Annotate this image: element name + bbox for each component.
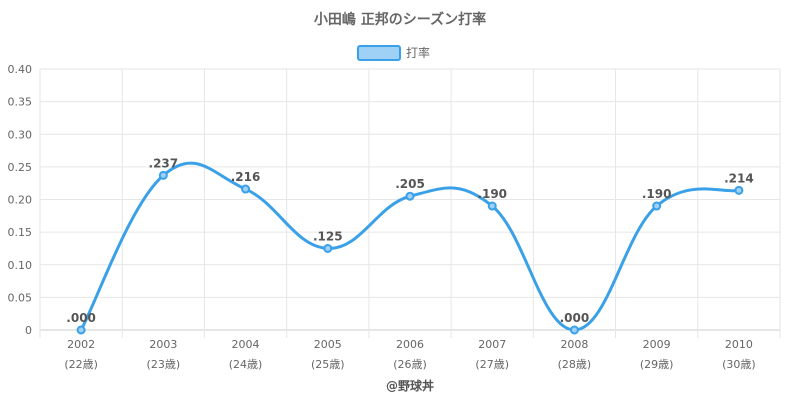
y-tick-label: 0.15: [8, 226, 33, 239]
grid: [39, 68, 781, 338]
data-points: [76, 170, 744, 335]
y-tick-label: 0.30: [8, 128, 33, 141]
data-label: .190: [477, 187, 507, 201]
x-tick-label: 2008: [560, 338, 588, 351]
y-tick-label: 0.05: [8, 291, 33, 304]
legend-label: 打率: [406, 45, 430, 60]
x-axis: 2002 (22歳) 2003 (23歳) 2004 (24歳) 2005 (25歳) 2006…: [64, 338, 755, 371]
x-tick-sublabel: (26歳): [393, 358, 427, 371]
data-point: [487, 201, 497, 211]
x-tick-label: 2007: [478, 338, 506, 351]
data-label: .000: [560, 311, 590, 325]
x-tick-label: 2002: [67, 338, 95, 351]
y-tick-label: 0.25: [8, 161, 33, 174]
chart-title: 小田嶋 正邦のシーズン打率: [314, 11, 486, 28]
x-tick-label: 2010: [725, 338, 753, 351]
x-tick-label: 2006: [396, 338, 424, 351]
x-tick-sublabel: (23歳): [147, 358, 181, 371]
data-label: .205: [395, 177, 425, 191]
y-tick-label: 0.20: [8, 194, 33, 207]
data-label: .214: [724, 171, 754, 185]
x-tick-sublabel: (25歳): [311, 358, 345, 371]
data-label: .216: [231, 170, 261, 184]
data-point: [652, 201, 662, 211]
data-label: .237: [149, 156, 179, 170]
legend-swatch: [357, 45, 401, 61]
x-tick-sublabel: (24歳): [229, 358, 263, 371]
data-label: .125: [313, 229, 343, 243]
footer-credit: @野球丼: [386, 378, 434, 393]
y-tick-label: 0: [25, 324, 32, 337]
y-tick-label: 0.10: [8, 259, 33, 272]
data-point: [734, 185, 744, 195]
legend[interactable]: 打率: [357, 45, 430, 61]
data-point: [405, 191, 415, 201]
data-point: [158, 170, 168, 180]
data-point: [323, 243, 333, 253]
data-point: [241, 184, 251, 194]
x-tick-label: 2009: [643, 338, 671, 351]
x-tick-sublabel: (29歳): [640, 358, 674, 371]
y-axis: 0 0.05 0.10 0.15 0.20 0.25 0.30 0.35 0.40: [8, 63, 33, 337]
data-labels: .000 .237 .216 .125 .205 .190 .000 .190 .214: [66, 156, 753, 325]
x-tick-label: 2003: [149, 338, 177, 351]
data-point: [76, 325, 86, 335]
data-label: .190: [642, 187, 672, 201]
data-point: [569, 325, 579, 335]
data-label: .000: [66, 311, 96, 325]
x-tick-label: 2005: [314, 338, 342, 351]
y-tick-label: 0.35: [8, 96, 33, 109]
x-tick-label: 2004: [232, 338, 260, 351]
x-tick-sublabel: (22歳): [64, 358, 98, 371]
y-tick-label: 0.40: [8, 63, 33, 76]
x-tick-sublabel: (30歳): [722, 358, 756, 371]
x-tick-sublabel: (27歳): [475, 358, 509, 371]
x-tick-sublabel: (28歳): [558, 358, 592, 371]
